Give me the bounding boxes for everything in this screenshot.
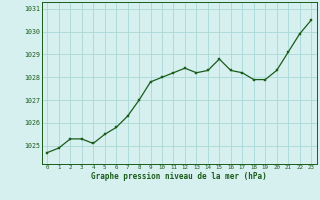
X-axis label: Graphe pression niveau de la mer (hPa): Graphe pression niveau de la mer (hPa) [91, 172, 267, 181]
